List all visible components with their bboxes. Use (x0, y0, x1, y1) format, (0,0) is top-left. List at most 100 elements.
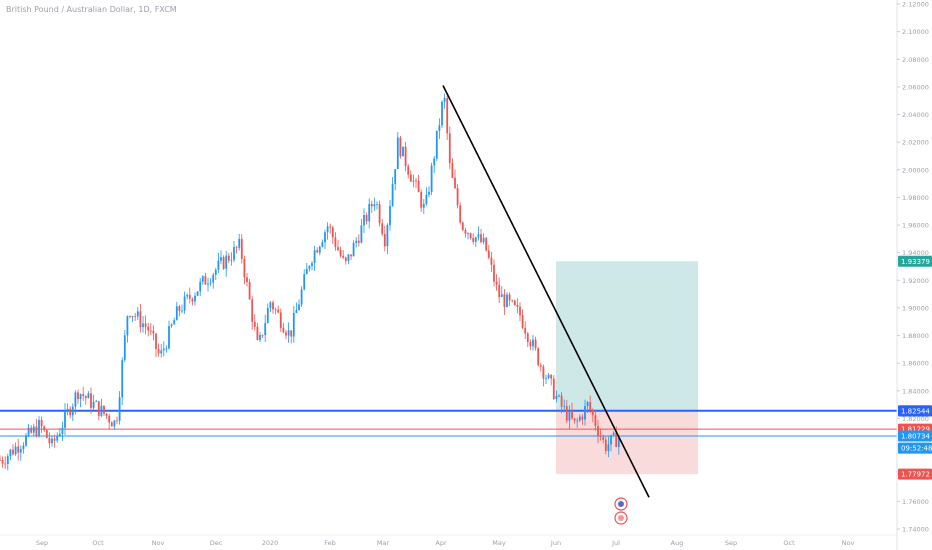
candle-body (178, 306, 181, 311)
candle-body (339, 250, 342, 256)
candle-body (53, 438, 56, 441)
time-tick-label: 2020 (262, 539, 279, 547)
price-tag-label: 1.81229 (901, 426, 930, 434)
candle-body (477, 234, 480, 238)
price-tick-label: 2.12000 (902, 1, 929, 9)
time-tick-label: Sep (725, 539, 737, 547)
candle-body (584, 405, 586, 420)
candle-body (461, 222, 464, 231)
candle-body (144, 323, 147, 327)
candle-body (95, 401, 98, 403)
candle-body (4, 463, 7, 465)
candle-body (331, 227, 334, 238)
earnings-badge-icon[interactable] (614, 511, 628, 525)
candle-body (279, 312, 282, 328)
candle-body (506, 294, 508, 307)
candle-body (108, 415, 111, 423)
candle-body (129, 316, 131, 317)
candle-body (165, 348, 168, 350)
candle-body (396, 137, 399, 170)
candle-body (69, 408, 72, 416)
candle-body (422, 203, 425, 208)
candle-body (469, 233, 472, 239)
candle-body (274, 309, 277, 311)
candle-body (131, 315, 134, 317)
candle-body (394, 169, 397, 185)
candle-body (547, 374, 550, 379)
candle-body (66, 408, 69, 411)
price-tick-label: 2.06000 (902, 83, 929, 91)
candle-body (183, 296, 186, 311)
candle-body (474, 237, 477, 242)
candle-body (35, 426, 38, 436)
candle-body (329, 226, 332, 228)
price-tag: 09:52:48 (898, 442, 932, 454)
candle-body (188, 294, 191, 299)
price-tick-label: 2.04000 (902, 111, 929, 119)
candle-body (225, 255, 228, 269)
candle-body (64, 410, 66, 428)
candle-body (425, 194, 428, 204)
candle-body (464, 230, 467, 234)
candle-body (571, 410, 573, 419)
take-profit-zone[interactable] (556, 261, 698, 411)
time-tick-label: Aug (671, 539, 684, 547)
candle-body (399, 137, 402, 157)
candle-body (92, 401, 95, 408)
candle-body (79, 394, 82, 400)
time-tick-label: Nov (842, 539, 855, 547)
candle-body (264, 322, 267, 336)
candle-body (415, 180, 417, 182)
price-tick-label: 2.02000 (902, 139, 929, 147)
candle-body (12, 449, 14, 455)
candle-body (27, 427, 30, 436)
candle-body (373, 204, 376, 207)
trendline[interactable] (442, 85, 650, 498)
candle-body (240, 238, 243, 259)
candle-body (155, 333, 157, 350)
candle-body (552, 378, 555, 399)
candle-body (248, 282, 251, 300)
candle-body (134, 315, 137, 317)
candle-body (368, 204, 371, 222)
candle-body (209, 282, 212, 284)
candle-body (43, 426, 46, 431)
candle-body (573, 418, 576, 421)
candle-body (97, 401, 100, 416)
candle-body (560, 395, 563, 407)
candle-body (456, 188, 459, 206)
candle-body (586, 402, 589, 406)
candle-body (214, 269, 217, 275)
price-tick-label: 2.08000 (902, 56, 929, 64)
candle-body (217, 260, 220, 270)
candle-body (110, 422, 113, 427)
candle-body (441, 101, 443, 126)
candle-body (318, 246, 321, 253)
candle-body (204, 276, 207, 285)
candle-body (261, 334, 264, 336)
candle-body (201, 276, 204, 282)
candle-body (615, 432, 618, 447)
earnings-badge-icon[interactable] (614, 497, 628, 511)
candle-body (58, 433, 61, 436)
candle-body (30, 427, 33, 433)
price-tag: 1.93379 (898, 255, 932, 267)
candle-body (298, 304, 300, 311)
candle-body (48, 437, 51, 444)
candle-body (162, 348, 165, 351)
price-tag-label: 1.77972 (901, 471, 930, 479)
candle-body (568, 410, 571, 421)
candle-body (313, 250, 316, 264)
candle-body (495, 281, 498, 285)
candle-body (420, 192, 423, 208)
candle-body (295, 310, 298, 313)
candle-body (17, 446, 20, 453)
candle-body (168, 326, 170, 349)
candle-body (451, 163, 454, 178)
price-tag-label: 1.80734 (901, 432, 930, 440)
time-tick-label: Oct (783, 539, 795, 547)
candle-body (238, 238, 241, 248)
candle-body (610, 435, 612, 445)
candle-body (389, 205, 391, 226)
